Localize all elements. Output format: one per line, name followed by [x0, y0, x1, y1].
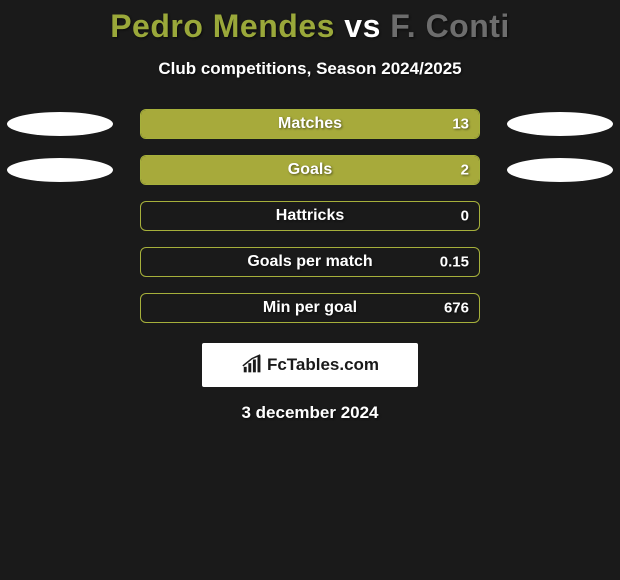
stat-bar: Min per goal 676	[140, 293, 480, 323]
player1-name: Pedro Mendes	[110, 8, 335, 44]
stat-value: 0.15	[440, 254, 469, 271]
comparison-title: Pedro Mendes vs F. Conti	[110, 8, 510, 45]
vs-text: vs	[344, 8, 381, 44]
stat-rows: Matches 13 Goals 2 Hattricks 0 Goals per match…	[0, 109, 620, 323]
player1-marker	[7, 112, 113, 136]
right-oval-slot	[500, 112, 620, 136]
logo-text: FcTables.com	[267, 355, 379, 375]
bar-chart-icon	[241, 354, 263, 376]
stat-label: Hattricks	[276, 207, 344, 225]
player2-marker	[507, 112, 613, 136]
left-oval-slot	[0, 112, 120, 136]
fctables-logo: FcTables.com	[202, 343, 418, 387]
stat-row: Hattricks 0	[0, 201, 620, 231]
stat-row: Matches 13	[0, 109, 620, 139]
stat-value: 676	[444, 300, 469, 317]
stat-row: Goals 2	[0, 155, 620, 185]
stat-bar: Goals 2	[140, 155, 480, 185]
stat-value: 13	[452, 116, 469, 133]
subtitle: Club competitions, Season 2024/2025	[158, 59, 461, 79]
stat-bar: Matches 13	[140, 109, 480, 139]
right-oval-slot	[500, 158, 620, 182]
stat-row: Goals per match 0.15	[0, 247, 620, 277]
stat-value: 0	[461, 208, 469, 225]
stat-label: Goals	[288, 161, 332, 179]
stat-label: Matches	[278, 115, 342, 133]
player2-marker	[507, 158, 613, 182]
stat-label: Goals per match	[247, 253, 372, 271]
stat-label: Min per goal	[263, 299, 357, 317]
player2-name: F. Conti	[390, 8, 510, 44]
stat-row: Min per goal 676	[0, 293, 620, 323]
stat-value: 2	[461, 162, 469, 179]
player1-marker	[7, 158, 113, 182]
left-oval-slot	[0, 158, 120, 182]
stat-bar: Goals per match 0.15	[140, 247, 480, 277]
date-label: 3 december 2024	[241, 403, 378, 423]
stat-bar: Hattricks 0	[140, 201, 480, 231]
